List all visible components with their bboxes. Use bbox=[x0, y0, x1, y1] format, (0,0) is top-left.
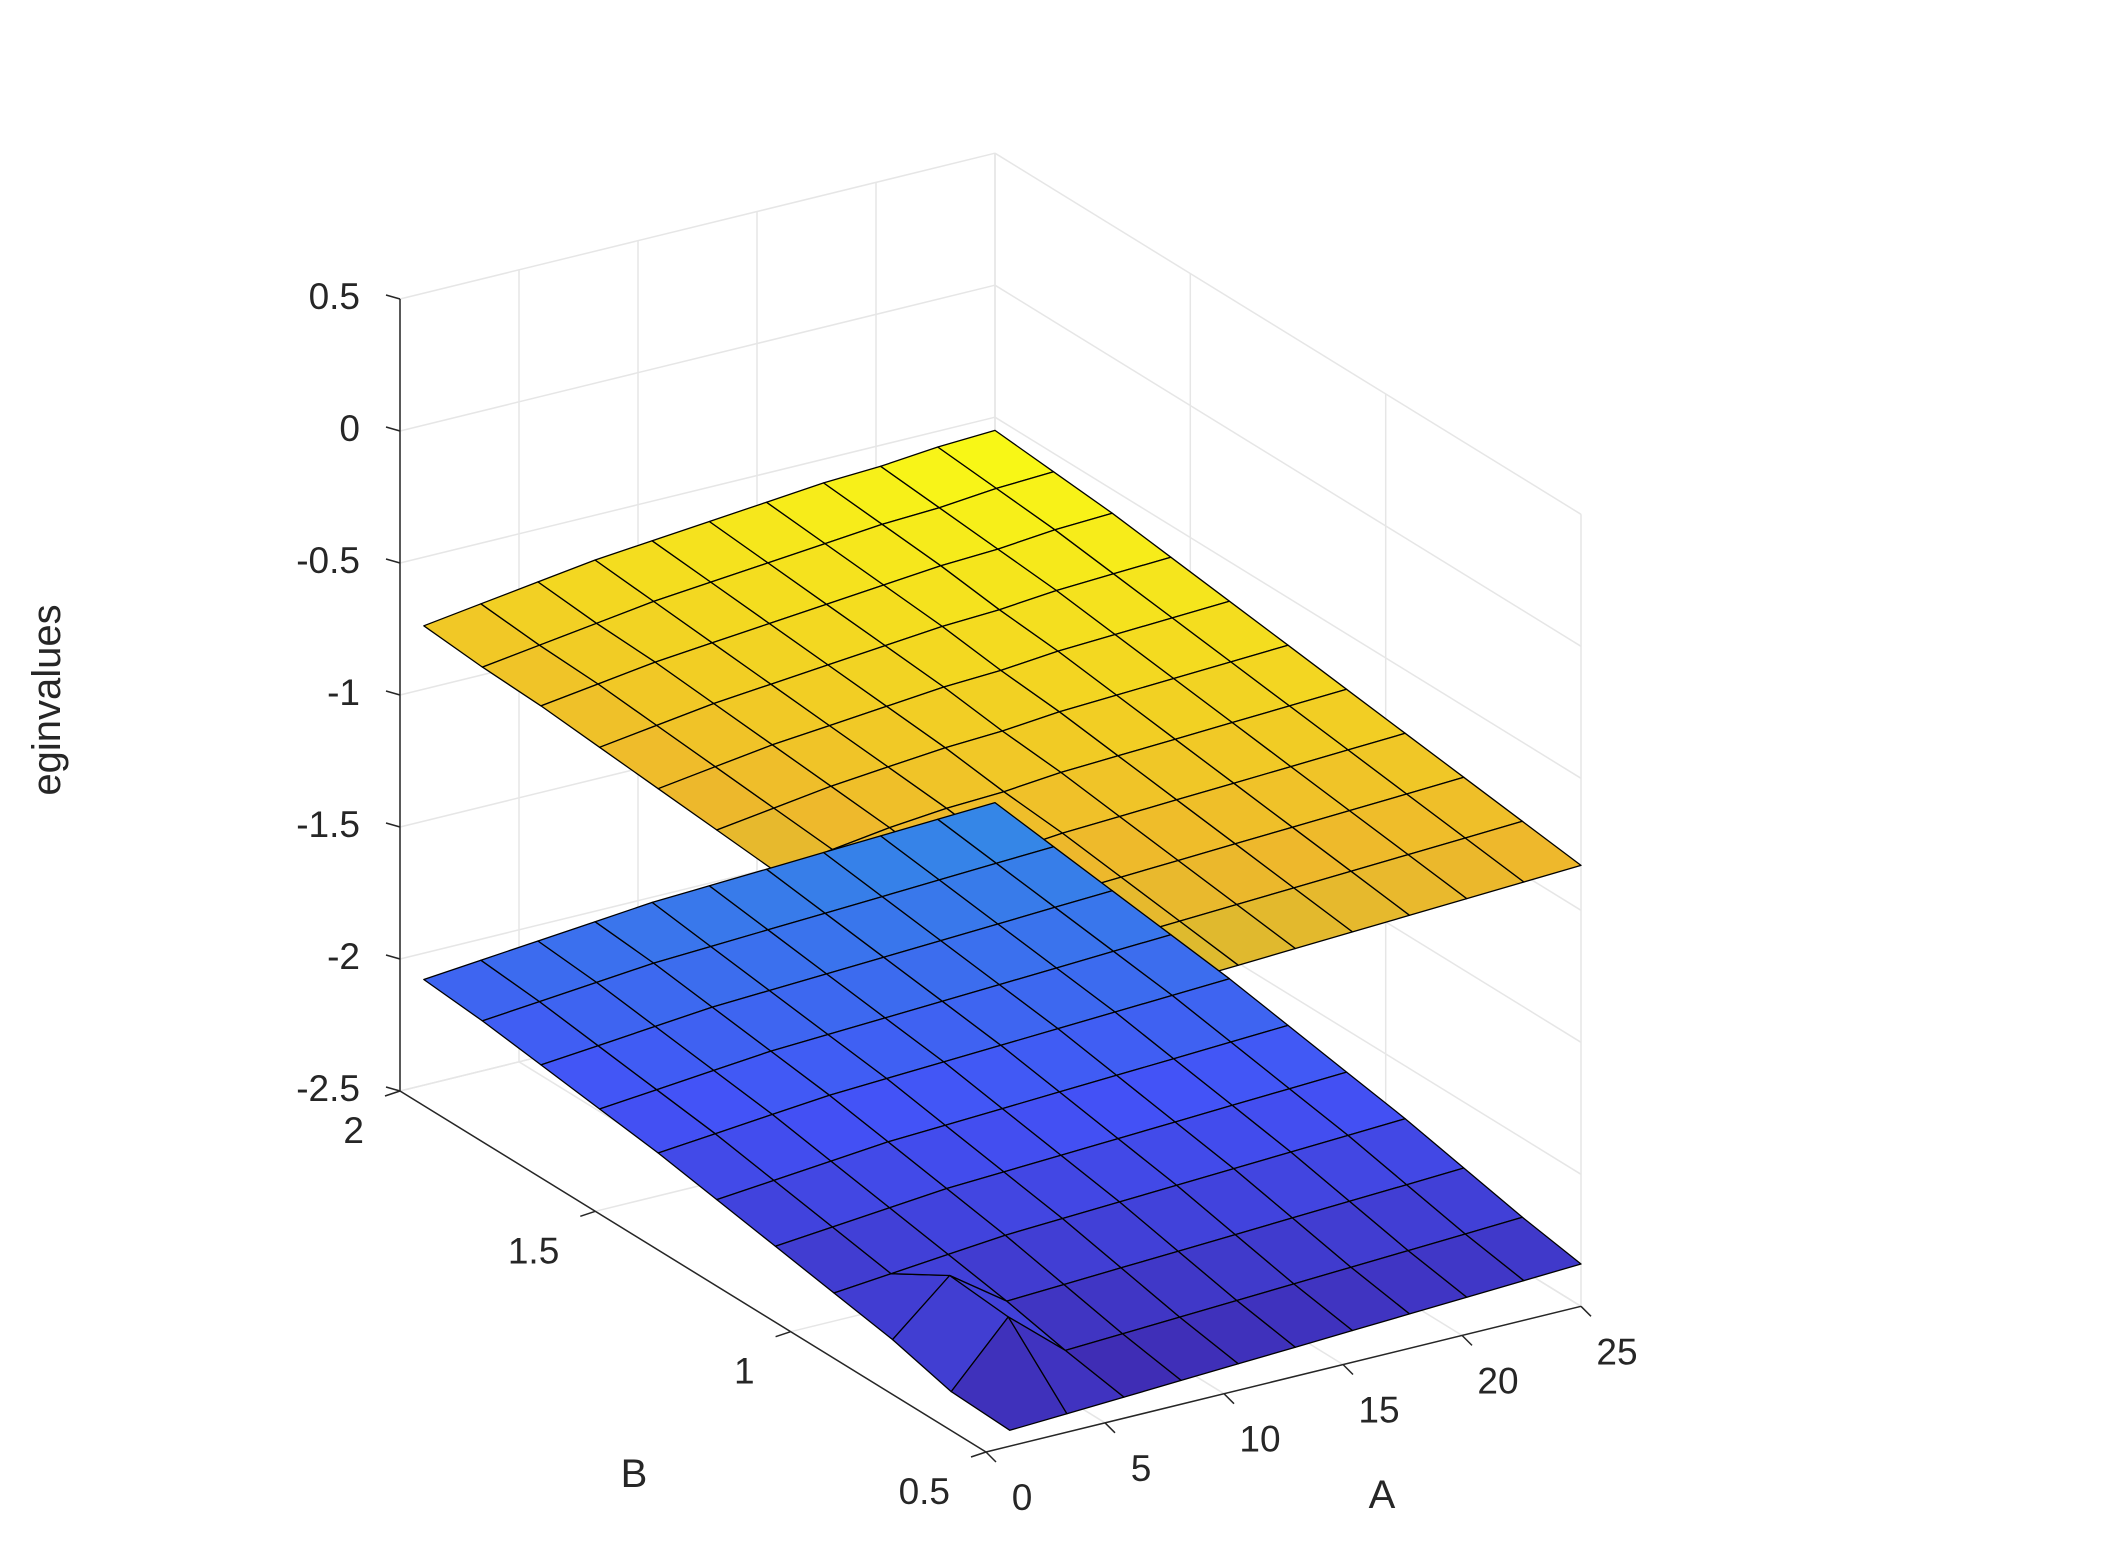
x-tick bbox=[1461, 1334, 1473, 1346]
z-tick-label: -1 bbox=[327, 672, 360, 713]
y-tick bbox=[384, 1090, 401, 1097]
x-tick bbox=[1104, 1422, 1116, 1434]
z-tick bbox=[385, 690, 401, 696]
z-tick-label: -2.5 bbox=[296, 1068, 360, 1109]
grid-line bbox=[994, 416, 1582, 779]
axis-layer bbox=[384, 294, 1592, 1463]
x-tick bbox=[1342, 1363, 1354, 1376]
x-tick-label: 0 bbox=[1012, 1477, 1033, 1518]
x-tick-label: 5 bbox=[1131, 1448, 1152, 1489]
x-tick bbox=[1580, 1305, 1592, 1317]
x-axis-line bbox=[985, 1305, 1582, 1453]
y-tick-label: 1.5 bbox=[508, 1230, 559, 1271]
x-tick bbox=[985, 1451, 997, 1463]
y-tick bbox=[775, 1330, 791, 1338]
surface-1-cell bbox=[1464, 820, 1582, 883]
grid-line bbox=[399, 416, 996, 564]
y-tick-label: 2 bbox=[343, 1110, 364, 1151]
z-tick-label: 0.5 bbox=[309, 276, 360, 317]
z-tick-label: -1.5 bbox=[296, 804, 360, 845]
z-tick bbox=[385, 1086, 401, 1092]
surface-layer bbox=[423, 429, 1582, 1431]
y-axis-line bbox=[399, 1090, 987, 1453]
z-axis-title: eginvalues bbox=[25, 604, 69, 795]
label-layer: A B eginvalues 0 5 10 15 20 25 0.5 1 1.5 2-2.5 -2 -… bbox=[25, 276, 1638, 1518]
z-tick bbox=[385, 294, 401, 300]
y-tick bbox=[580, 1210, 596, 1218]
x-tick bbox=[1223, 1393, 1235, 1405]
x-tick-label: 25 bbox=[1596, 1331, 1637, 1372]
y-tick bbox=[970, 1451, 987, 1458]
z-tick-label: 0 bbox=[339, 408, 360, 449]
y-tick-label: 0.5 bbox=[899, 1471, 950, 1512]
z-tick bbox=[385, 558, 401, 564]
x-tick-label: 15 bbox=[1358, 1390, 1399, 1431]
z-tick-label: -0.5 bbox=[296, 540, 360, 581]
z-tick bbox=[385, 954, 401, 960]
x-tick-label: 10 bbox=[1239, 1419, 1280, 1460]
grid-line bbox=[994, 284, 1582, 647]
y-tick-label: 1 bbox=[734, 1351, 755, 1392]
z-tick bbox=[385, 822, 401, 828]
grid-line bbox=[994, 152, 1582, 515]
x-axis-title: A bbox=[1369, 1473, 1396, 1517]
z-tick-label: -2 bbox=[327, 936, 360, 977]
grid-line bbox=[399, 284, 996, 432]
grid-line bbox=[399, 152, 996, 300]
y-axis-title: B bbox=[621, 1452, 648, 1496]
surface-2-cell bbox=[1464, 1216, 1582, 1282]
x-tick-label: 20 bbox=[1477, 1360, 1518, 1401]
z-tick bbox=[385, 426, 401, 432]
